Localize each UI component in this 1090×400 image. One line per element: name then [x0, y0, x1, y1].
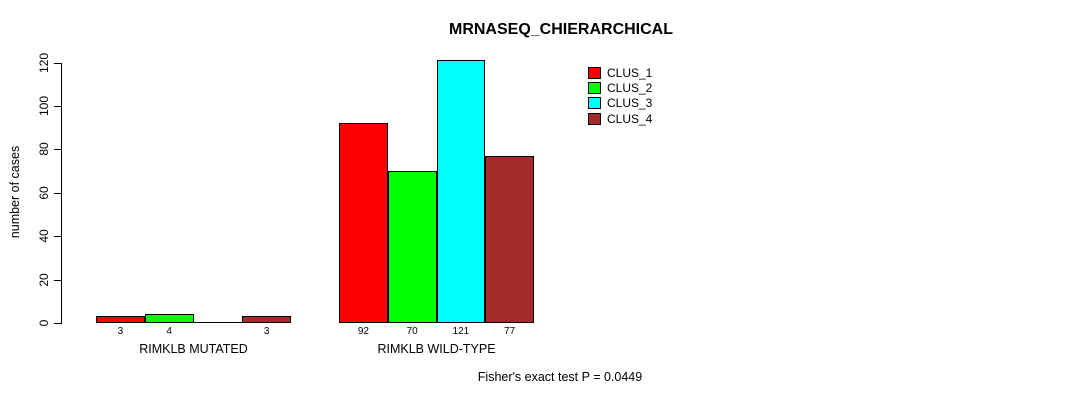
bar-clus_2-rimklb-wild-type [387, 171, 437, 323]
legend-item-clus_2: CLUS_2 [588, 80, 652, 95]
legend-item-clus_1: CLUS_1 [588, 65, 652, 80]
y-tick-label: 40 [37, 229, 51, 243]
legend: CLUS_1 CLUS_2 CLUS_3 CLUS_4 [588, 65, 652, 126]
bar-clus_3-rimklb-mutated [193, 322, 243, 323]
bar-value-label: 77 [504, 326, 516, 337]
legend-swatch-icon [588, 81, 601, 94]
y-tick-label: 100 [37, 95, 51, 116]
bar-clus_3-rimklb-wild-type [436, 60, 486, 323]
bar-value-label: 70 [406, 326, 418, 337]
bar-value-label: 4 [166, 326, 172, 337]
y-tick-label: 20 [37, 272, 51, 287]
y-tick-mark [54, 192, 61, 194]
x-category-label: RIMKLB MUTATED [139, 342, 248, 356]
y-axis-line [61, 62, 62, 324]
legend-label: CLUS_4 [607, 111, 653, 126]
bar-clus_1-rimklb-wild-type [339, 123, 388, 323]
bar-value-label: 121 [452, 326, 470, 337]
footer-annotation: Fisher's exact test P = 0.0449 [477, 370, 643, 384]
legend-label: CLUS_2 [607, 80, 653, 95]
bar-clus_4-rimklb-wild-type [485, 156, 534, 323]
legend-swatch-icon [588, 66, 601, 79]
y-tick-label: 0 [37, 319, 51, 327]
legend-label: CLUS_1 [607, 65, 653, 80]
legend-swatch-icon [588, 97, 601, 110]
y-tick-mark [54, 236, 61, 238]
bar-clus_2-rimklb-mutated [144, 314, 194, 323]
y-tick-label: 120 [37, 52, 51, 73]
x-category-label: RIMKLB WILD-TYPE [377, 342, 496, 356]
legend-label: CLUS_3 [607, 96, 653, 111]
legend-item-clus_4: CLUS_4 [588, 111, 652, 126]
y-tick-mark [54, 323, 61, 324]
y-tick-mark [54, 149, 61, 151]
y-tick-mark [54, 62, 61, 64]
chart-title: MRNASEQ_CHIERARCHICAL [448, 21, 674, 38]
y-tick-mark [54, 279, 61, 281]
y-tick-label: 60 [37, 186, 51, 200]
y-tick-mark [54, 105, 61, 107]
bar-value-label: 92 [357, 326, 369, 337]
legend-item-clus_3: CLUS_3 [588, 96, 652, 111]
bar-clus_1-rimklb-mutated [96, 316, 145, 323]
bar-value-label: 3 [263, 326, 270, 337]
bar-clus_4-rimklb-mutated [242, 316, 291, 323]
y-tick-label: 80 [37, 142, 51, 157]
bar-value-label: 3 [117, 326, 124, 337]
y-axis-title: number of cases [8, 145, 22, 239]
legend-swatch-icon [588, 112, 601, 125]
